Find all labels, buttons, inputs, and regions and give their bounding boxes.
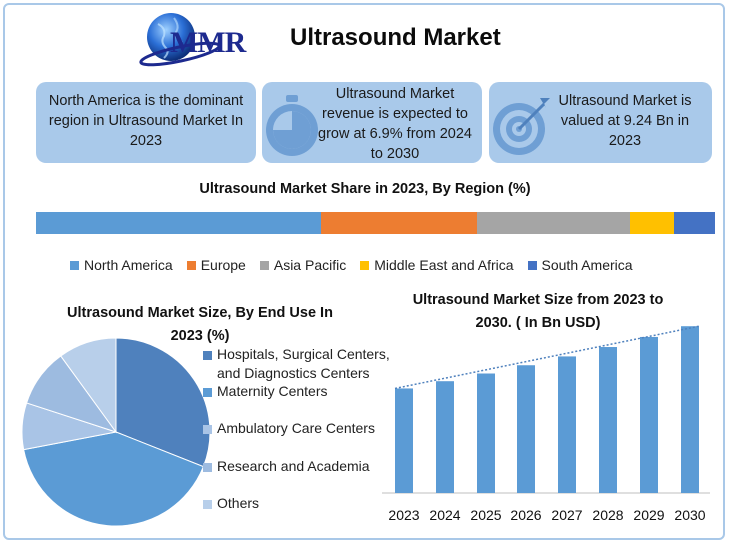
legend-swatch — [70, 260, 79, 270]
share-segment-middle-east-and-africa — [630, 212, 675, 234]
target-icon — [493, 98, 550, 155]
legend-label: North America — [84, 257, 173, 273]
bar-2030 — [681, 326, 699, 493]
region-share-legend: North America Europe Asia Pacific Middle Ea… — [70, 257, 647, 273]
x-tick-label: 2028 — [592, 507, 624, 523]
end-use-pie-chart — [21, 337, 211, 527]
page-title: Ultrasound Market — [290, 24, 501, 51]
market-size-bar-chart — [382, 325, 710, 494]
share-segment-north-america — [36, 212, 322, 234]
region-share-bar — [36, 212, 715, 234]
x-tick-label: 2029 — [633, 507, 665, 523]
legend-label: Middle East and Africa — [374, 257, 514, 273]
bar-2023 — [395, 388, 413, 493]
insight-card-text: North America is the dominant region in … — [48, 93, 244, 149]
legend-swatch — [203, 500, 212, 509]
share-segment-asia-pacific — [477, 212, 631, 234]
mmr-globe-logo — [139, 13, 221, 67]
share-segment-europe — [321, 212, 478, 234]
legend-swatch — [259, 260, 269, 270]
x-tick-label: 2027 — [551, 507, 583, 523]
bar-2026 — [517, 365, 535, 493]
legend-item: North America — [70, 257, 173, 273]
x-tick-label: 2025 — [470, 507, 502, 523]
share-segment-south-america — [674, 212, 715, 234]
bar-2027 — [558, 356, 576, 493]
legend-swatch — [360, 260, 370, 270]
legend-item: South America — [527, 257, 633, 273]
bar-2028 — [599, 347, 617, 493]
market-size-chart-title: Ultrasound Market Size from 2023 to 2030… — [412, 292, 664, 331]
pie-slice — [60, 337, 117, 434]
bar-2024 — [436, 381, 454, 493]
x-tick-label: 2023 — [388, 507, 420, 523]
legend-item: Asia Pacific — [259, 257, 347, 273]
pie-slice — [115, 337, 211, 468]
bar-2025 — [477, 373, 495, 493]
legend-label: Europe — [200, 257, 246, 273]
legend-swatch — [527, 260, 537, 270]
legend-label: South America — [541, 257, 633, 273]
legend-label: Asia Pacific — [273, 257, 347, 273]
legend-label: Research and Academia — [217, 458, 370, 474]
legend-swatch — [203, 463, 212, 472]
legend-label: Hospitals, Surgical Centers, and Diagnos… — [217, 346, 390, 381]
logo-text: MMR — [170, 26, 246, 59]
stopwatch-icon — [266, 95, 318, 156]
region-share-chart-title: Ultrasound Market Share in 2023, By Regi… — [199, 181, 531, 197]
insight-card-text: Ultrasound Market is valued at 9.24 Bn i… — [558, 93, 692, 149]
legend-swatch — [203, 388, 212, 397]
legend-label: Ambulatory Care Centers — [217, 420, 375, 436]
legend-item: Middle East and Africa — [360, 257, 514, 273]
pie-slice — [23, 431, 205, 527]
insight-card-text: Ultrasound Market revenue is expected to… — [318, 86, 472, 162]
insight-card-dominant-region — [36, 82, 256, 163]
x-tick-label: 2030 — [674, 507, 706, 523]
x-tick-label: 2024 — [429, 507, 461, 523]
legend-label: Maternity Centers — [217, 383, 328, 399]
x-tick-label: 2026 — [510, 507, 542, 523]
legend-swatch — [203, 351, 212, 360]
bar-2029 — [640, 336, 658, 493]
infographic-frame — [3, 3, 725, 540]
legend-swatch — [186, 260, 196, 270]
legend-swatch — [203, 425, 212, 434]
legend-item: Europe — [186, 257, 246, 273]
legend-label: Others — [217, 495, 260, 511]
end-use-chart-title: Ultrasound Market Size, By End Use In 20… — [67, 305, 333, 344]
